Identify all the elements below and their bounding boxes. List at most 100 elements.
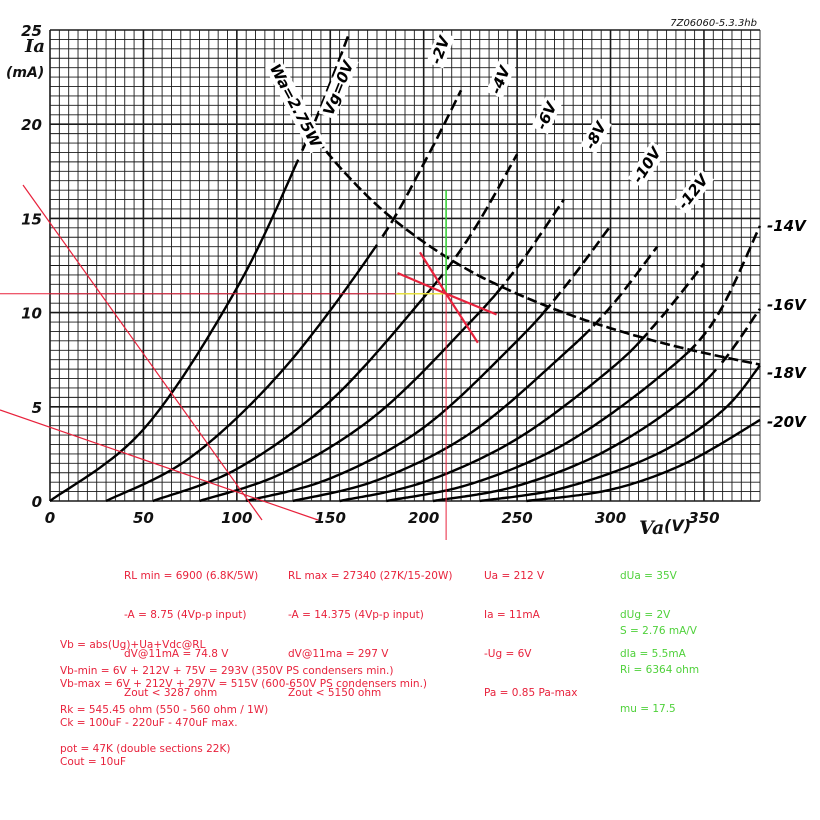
grid-voltage-curve — [432, 368, 717, 503]
curve-label: -16V — [767, 296, 807, 314]
delta-tick-line — [419, 251, 448, 295]
delta-tick-line — [445, 293, 479, 344]
curve-label-background — [672, 168, 715, 215]
formula-line: Vb = abs(Ug)+Ua+Vdc@RL — [60, 639, 206, 651]
grid-voltage-curve — [49, 159, 300, 503]
delta-tick-line — [445, 292, 497, 316]
x-axis-unit: (V) — [664, 516, 691, 535]
x-tick-label: 150 — [315, 509, 346, 527]
parameter-line: mu = 17.5 — [620, 703, 676, 715]
y-tick-label: 20 — [21, 116, 42, 134]
chart-curves — [49, 33, 762, 503]
grid-voltage-curve — [479, 364, 761, 503]
curve-label-background — [485, 60, 516, 99]
figure-id: 7Z06060-5.3.3hb — [670, 18, 757, 29]
grid-voltage-curve — [105, 244, 378, 503]
y-axis-label: Ia — [24, 36, 45, 57]
y-tick-label: 5 — [32, 399, 42, 417]
rl-min-line: Zout < 3287 ohm — [124, 687, 218, 699]
delta-line: dUg = 2V — [620, 609, 671, 621]
formula-line: Ck = 100uF - 220uF - 470uF max. — [60, 717, 238, 729]
max-dissipation-label: Wa=2.75W — [266, 61, 326, 152]
delta-notes: dUa = 35V dUg = 2V dIa = 5.5mA — [620, 544, 686, 674]
chart-axes: 0 50 100 150 200 250 300 350 0 5 10 15 20 25 — [21, 22, 719, 527]
curve-label-background — [580, 115, 612, 155]
curve-label: -20V — [767, 413, 807, 431]
x-tick-label: 50 — [133, 509, 154, 527]
supply-formula-notes: Vb = abs(Ug)+Ua+Vdc@RL Vb-min = 6V + 212… — [60, 639, 427, 769]
operating-point-notes: Ua = 212 V Ia = 11mA -Ug = 6V Pa = 0.85 … — [484, 544, 577, 713]
grid-voltage-curve — [386, 351, 689, 503]
formula-line: Cout = 10uF — [60, 756, 127, 768]
curve-label-background — [318, 55, 359, 120]
grid-voltage-curve-dashed — [445, 153, 519, 271]
x-tick-label: 0 — [45, 509, 55, 527]
rl-max-line: Zout < 5150 ohm — [288, 687, 382, 699]
formula-line — [60, 730, 427, 743]
formula-line: Vb-min = 6V + 212V + 75V = 293V (350V PS… — [60, 665, 394, 677]
rl-max-line: -A = 14.375 (4Vp-p input) — [288, 609, 424, 621]
curve-label-background — [627, 141, 667, 189]
grid-voltage-curve — [199, 292, 498, 503]
chart-grid — [49, 29, 761, 502]
formula-line: Rk = 545.45 ohm (550 - 560 ohm / 1W) — [60, 704, 269, 716]
rl-max-line: dV@11ma = 297 V — [288, 648, 389, 660]
grid-voltage-curve-dashed — [495, 198, 565, 294]
max-dissipation-curve — [301, 115, 761, 366]
y-tick-label: 0 — [32, 493, 42, 511]
operating-line: Pa = 0.85 Pa-max — [484, 687, 578, 699]
x-tick-label: 300 — [595, 509, 626, 527]
curve-label: -14V — [767, 217, 807, 235]
y-tick-label: 15 — [21, 210, 42, 228]
curve-label-background — [531, 96, 563, 135]
formula-line — [60, 691, 427, 704]
grid-voltage-curve — [292, 328, 591, 503]
operating-line: Ua = 212 V — [484, 570, 545, 582]
formula-line: pot = 47K (double sections 22K) — [60, 743, 231, 755]
formula-line — [60, 652, 427, 665]
curve-label: Vg=0V — [319, 57, 358, 118]
load-line-max — [0, 409, 319, 521]
parameter-line: S = 2.76 mA/V — [620, 625, 697, 637]
grid-voltage-curve-dashed — [687, 225, 762, 354]
operating-line: Ia = 11mA — [484, 609, 540, 621]
grid-voltage-curve-dashed — [720, 308, 762, 364]
rl-min-notes: RL min = 6900 (6.8K/5W) -A = 8.75 (4Vp-p… — [124, 544, 258, 713]
delta-tick-line — [397, 272, 447, 295]
grid-voltage-curve-dashed — [381, 89, 463, 238]
x-tick-label: 350 — [688, 509, 719, 527]
y-tick-label: 10 — [21, 305, 42, 323]
chart-labels: 7Z06060-5.3.3hb Ia (mA) Va (V) Vg=0V-2V-… — [6, 18, 807, 539]
x-tick-label: 100 — [221, 509, 252, 527]
parameter-line: Ri = 6364 ohm — [620, 664, 700, 676]
x-tick-label: 250 — [501, 509, 532, 527]
rl-max-notes: RL max = 27340 (27K/15-20W) -A = 14.375 … — [288, 544, 452, 713]
grid-voltage-curve-dashed — [592, 245, 659, 327]
grid-voltage-curve-dashed — [542, 225, 612, 314]
delta-line: dUa = 35V — [620, 570, 677, 582]
delta-line: dIa = 5.5mA — [620, 648, 686, 660]
load-line-min — [22, 184, 263, 521]
rl-min-line: dV@11mA = 74.8 V — [124, 648, 229, 660]
tube-parameter-notes: S = 2.76 mA/V Ri = 6364 ohm mu = 17.5 — [620, 599, 699, 729]
grid-voltage-curve — [245, 312, 545, 503]
grid-voltage-curve-dashed — [301, 33, 351, 152]
y-axis-unit: (mA) — [6, 65, 44, 81]
curve-label: -18V — [767, 364, 807, 382]
formula-line: Vb-max = 6V + 212V + 297V = 515V (600-65… — [60, 678, 428, 690]
operating-line: -Ug = 6V — [484, 648, 532, 660]
grid-voltage-curve — [152, 273, 444, 503]
rl-min-line: RL min = 6900 (6.8K/5W) — [124, 570, 259, 582]
x-axis-label: Va — [639, 517, 664, 539]
grid-voltage-curve — [526, 418, 761, 503]
curve-label-background — [426, 30, 455, 69]
y-tick-label: 25 — [21, 22, 42, 40]
grid-voltage-curve-dashed — [639, 262, 706, 343]
chart-annotations — [0, 184, 497, 540]
grid-voltage-curve — [339, 340, 642, 503]
rl-min-line: -A = 8.75 (4Vp-p input) — [124, 609, 247, 621]
x-tick-label: 200 — [408, 509, 439, 527]
rl-max-line: RL max = 27340 (27K/15-20W) — [288, 570, 453, 582]
max-dissipation-label-background — [264, 59, 327, 154]
